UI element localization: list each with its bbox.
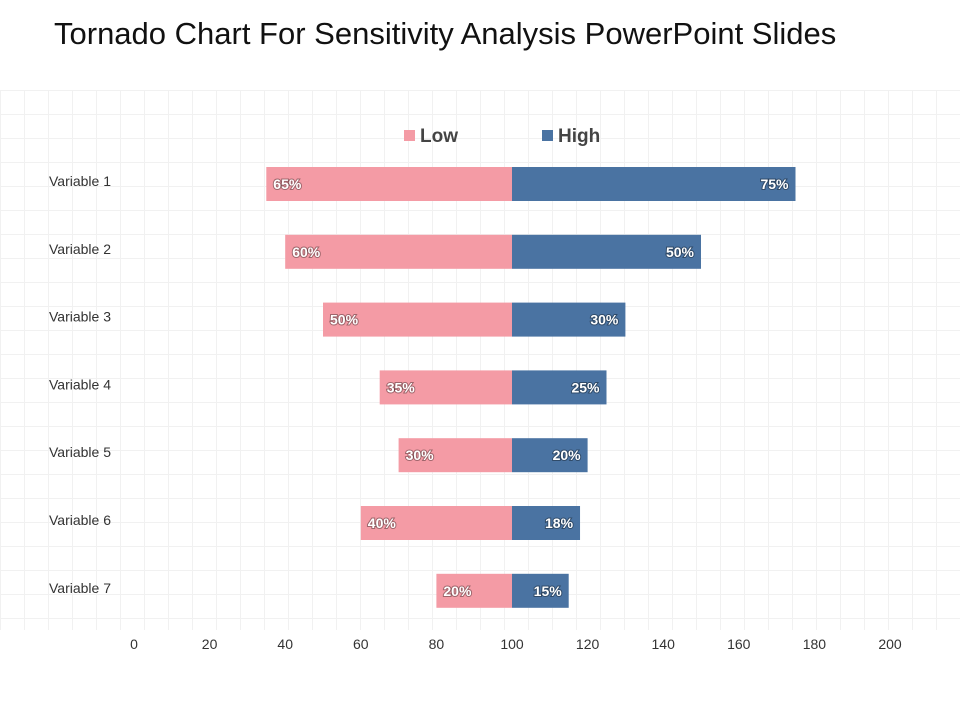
- bar-high: [512, 234, 701, 269]
- data-label-high: 25%: [571, 379, 600, 395]
- data-label-low: 35%: [387, 379, 416, 395]
- bar-high: [512, 438, 588, 473]
- data-label-low: 30%: [406, 447, 435, 463]
- x-tick-label: 140: [652, 636, 676, 652]
- legend-low-swatch: [404, 130, 415, 141]
- category-label: Variable 6: [49, 512, 111, 528]
- x-tick-label: 80: [429, 636, 445, 652]
- data-label-high: 75%: [760, 176, 789, 192]
- bar-high: [512, 573, 569, 608]
- category-label: Variable 2: [49, 241, 111, 257]
- data-label-high: 15%: [534, 583, 563, 599]
- x-tick-label: 180: [803, 636, 827, 652]
- category-label: Variable 5: [49, 444, 111, 460]
- legend-high-label: High: [558, 126, 600, 147]
- x-axis-ticks: 0 20 40 60 80 100 120 140 160 180 200: [130, 636, 902, 652]
- category-label: Variable 7: [49, 580, 111, 596]
- data-label-high: 20%: [553, 447, 582, 463]
- data-label-high: 50%: [666, 244, 695, 260]
- data-labels: 65% 75% 60% 50% 50% 30% 35% 25% 30% 20% 40% 18% 20% 1…: [272, 175, 790, 600]
- data-label-high: 30%: [590, 312, 619, 328]
- category-label: Variable 1: [49, 173, 111, 189]
- bar-low: [436, 573, 512, 608]
- category-labels: Variable 1 Variable 2 Variable 3 Variable 4…: [49, 173, 111, 596]
- bar-low: [379, 370, 512, 405]
- data-label-low: 65%: [273, 176, 302, 192]
- x-tick-label: 60: [353, 636, 369, 652]
- x-tick-label: 20: [202, 636, 218, 652]
- bar-low: [398, 438, 512, 473]
- bar-low: [360, 506, 512, 540]
- bar-high: [512, 370, 607, 405]
- chart-legend: Low High: [404, 126, 600, 147]
- bar-low: [285, 234, 512, 269]
- x-tick-label: 40: [277, 636, 293, 652]
- legend-high-swatch: [542, 130, 553, 141]
- bar-low: [323, 302, 512, 337]
- x-tick-label: 200: [878, 636, 902, 652]
- data-label-high: 18%: [545, 515, 574, 531]
- chart-bars: [266, 167, 796, 608]
- x-tick-label: 100: [500, 636, 524, 652]
- data-label-low: 60%: [292, 244, 321, 260]
- data-label-low: 20%: [443, 583, 472, 599]
- x-tick-label: 0: [130, 636, 138, 652]
- slide-title: Tornado Chart For Sensitivity Analysis P…: [54, 16, 837, 51]
- x-tick-label: 160: [727, 636, 751, 652]
- data-label-low: 40%: [368, 515, 397, 531]
- bar-low: [266, 167, 512, 201]
- legend-low-label: Low: [420, 126, 458, 147]
- category-label: Variable 3: [49, 309, 111, 325]
- bar-high: [512, 167, 796, 201]
- bar-high: [512, 506, 581, 540]
- data-label-low: 50%: [330, 312, 359, 328]
- category-label: Variable 4: [49, 376, 111, 392]
- x-tick-label: 120: [576, 636, 600, 652]
- bar-high: [512, 302, 626, 337]
